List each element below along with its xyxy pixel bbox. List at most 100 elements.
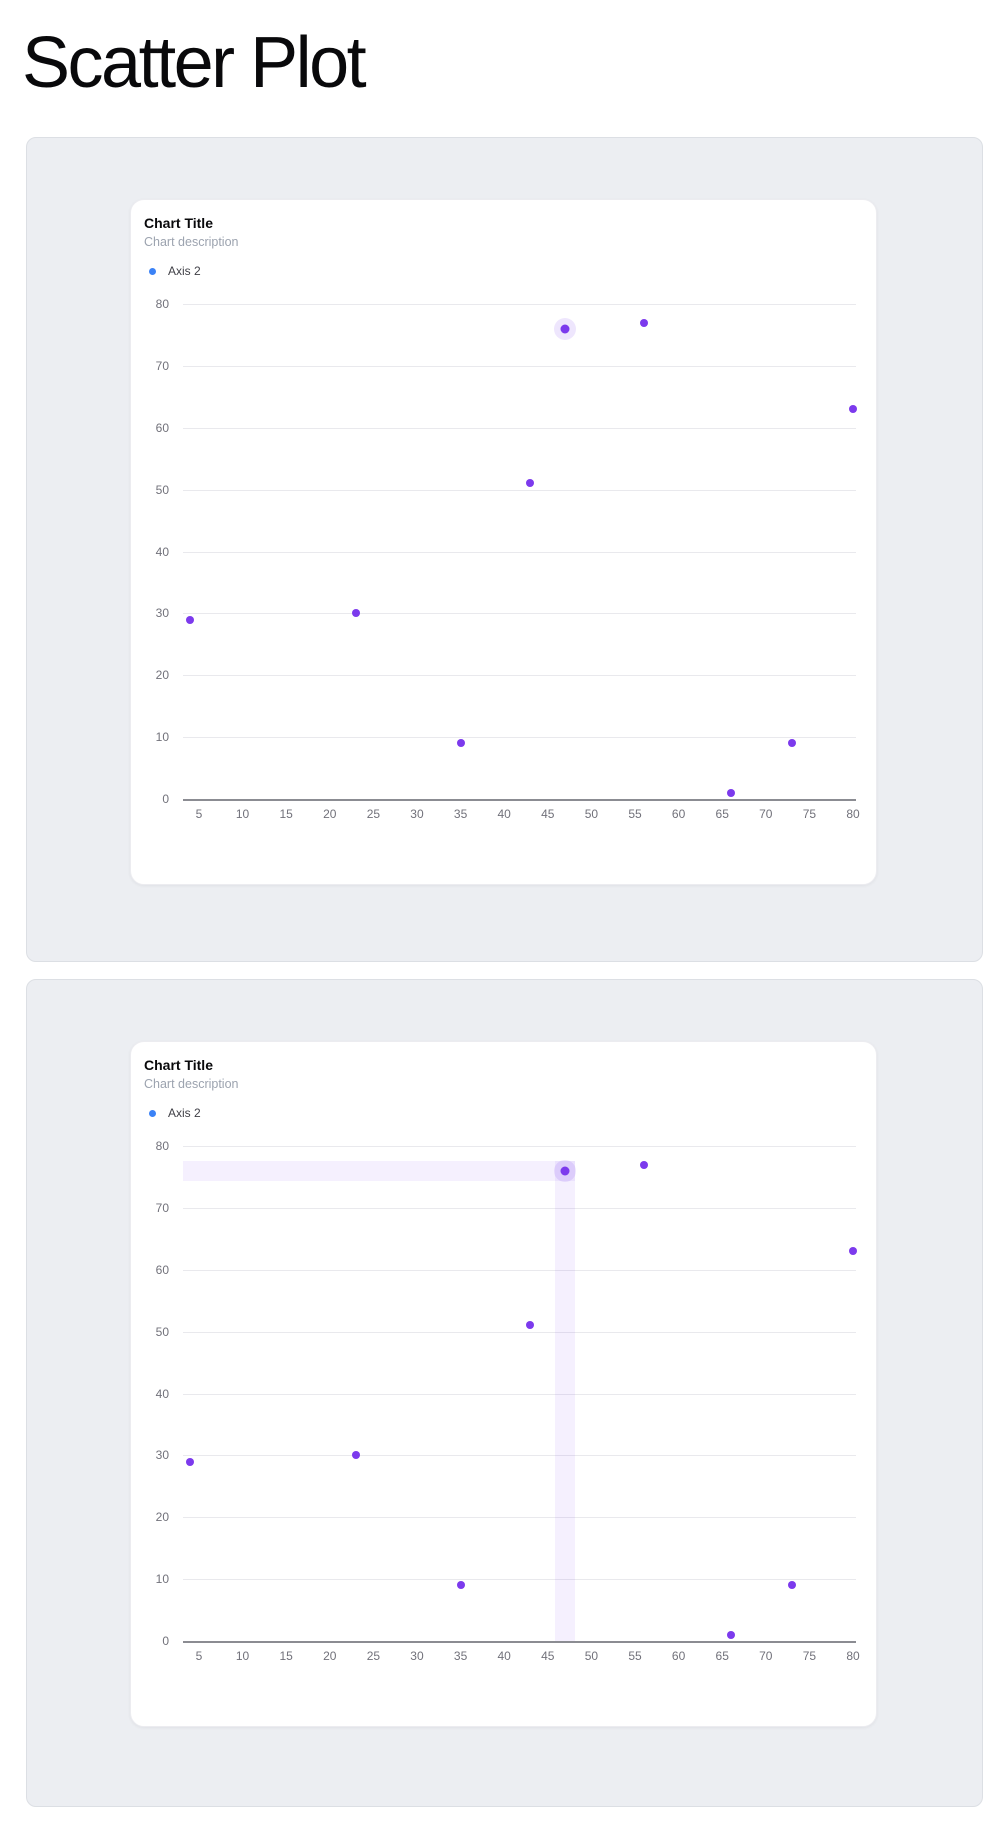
x-axis-tick-label: 40 <box>497 1649 511 1663</box>
page-title: Scatter Plot <box>22 23 367 103</box>
y-axis-tick-label: 80 <box>155 1139 169 1153</box>
y-axis-tick-label: 20 <box>155 1510 169 1525</box>
y-axis-tick-label: 70 <box>155 358 169 373</box>
chart-preview-section-1: Chart Title Chart description Axis 2 0 10… <box>26 137 983 962</box>
x-axis-tick-label: 55 <box>628 1649 642 1663</box>
data-point[interactable] <box>560 324 570 334</box>
y-axis-tick-label: 40 <box>155 1386 169 1401</box>
x-axis-tick-label: 70 <box>759 1649 773 1663</box>
x-axis-tick-label: 10 <box>235 1649 250 1663</box>
x-axis-tick-label: 60 <box>671 807 686 821</box>
gridline <box>183 1517 856 1519</box>
x-axis-tick-label: 70 <box>759 807 773 821</box>
x-axis-tick-label: 25 <box>366 807 381 821</box>
data-point[interactable] <box>639 318 648 327</box>
data-point[interactable] <box>526 479 535 488</box>
data-point[interactable] <box>351 1451 360 1460</box>
x-axis-tick-label: 65 <box>715 1649 729 1663</box>
gridline <box>183 1579 856 1581</box>
x-axis-tick-label: 45 <box>541 807 555 821</box>
gridline <box>183 1146 856 1147</box>
chart-card-1: Chart Title Chart description Axis 2 0 10… <box>130 199 877 885</box>
x-axis-line <box>183 1641 856 1643</box>
crosshair-band-horizontal <box>183 1160 576 1181</box>
x-axis-tick-label: 35 <box>453 1649 468 1663</box>
chart-title: Chart Title <box>144 1057 213 1073</box>
x-axis-tick-label: 20 <box>323 807 337 821</box>
x-axis-tick-label: 50 <box>584 1649 599 1663</box>
x-axis-tick-label: 20 <box>323 1649 337 1663</box>
x-axis-tick-label: 80 <box>846 1649 860 1663</box>
x-axis-tick-label: 80 <box>846 807 860 821</box>
x-axis-tick-label: 75 <box>802 1649 817 1663</box>
x-axis-line <box>183 799 856 801</box>
y-axis-tick-label: 50 <box>155 1324 169 1339</box>
data-point[interactable] <box>526 1321 535 1330</box>
x-axis-tick-label: 15 <box>279 807 293 821</box>
data-point[interactable] <box>351 609 360 618</box>
x-axis-tick-label: 5 <box>195 807 203 821</box>
y-axis-tick-label: 0 <box>162 1634 169 1648</box>
gridline <box>183 1393 856 1395</box>
scatter-plot-area: 0 10 20 30 40 50 60 70 80 5 10 15 20 25 30 35 40 45 50 55 60… <box>156 298 860 820</box>
x-axis-tick-label: 75 <box>802 807 817 821</box>
y-axis-tick-label: 40 <box>155 544 169 559</box>
data-point[interactable] <box>787 1581 796 1590</box>
legend-dot-icon <box>149 267 156 275</box>
data-point[interactable] <box>787 739 796 748</box>
y-axis-tick-label: 30 <box>155 606 169 621</box>
y-axis-tick-label: 60 <box>155 1262 169 1277</box>
chart-legend: Axis 2 <box>144 262 201 280</box>
x-axis-tick-label: 25 <box>366 1649 381 1663</box>
chart-title: Chart Title <box>144 215 213 231</box>
legend-item-label[interactable]: Axis 2 <box>168 1106 201 1120</box>
x-axis-tick-label: 35 <box>453 807 468 821</box>
chart-preview-section-2: Chart Title Chart description Axis 2 0 10… <box>26 979 983 1807</box>
chart-card-2: Chart Title Chart description Axis 2 0 10… <box>130 1041 877 1727</box>
x-axis-tick-label: 60 <box>671 1649 686 1663</box>
data-point[interactable] <box>849 1247 858 1256</box>
chart-legend: Axis 2 <box>144 1104 201 1122</box>
x-axis-tick-label: 30 <box>410 1649 424 1663</box>
y-axis-tick-label: 0 <box>162 792 169 806</box>
y-axis-tick-label: 80 <box>155 297 169 311</box>
data-point[interactable] <box>726 788 735 797</box>
x-axis-tick-label: 50 <box>584 807 599 821</box>
y-axis-tick-label: 10 <box>155 1572 169 1587</box>
data-point[interactable] <box>186 615 195 624</box>
x-axis-tick-label: 45 <box>541 1649 555 1663</box>
x-axis-tick-label: 10 <box>235 807 250 821</box>
y-axis-tick-label: 10 <box>155 730 169 745</box>
data-point[interactable] <box>726 1630 735 1639</box>
data-point[interactable] <box>456 739 465 748</box>
data-point[interactable] <box>849 405 858 414</box>
scatter-plot-area: 0 10 20 30 40 50 60 70 80 5 10 15 20 25 30 35 40 45 50 55 60… <box>156 1140 860 1662</box>
legend-dot-icon <box>149 1109 156 1117</box>
legend-item-label[interactable]: Axis 2 <box>168 264 201 278</box>
y-axis-tick-label: 70 <box>155 1200 169 1215</box>
gridline <box>183 427 856 429</box>
gridline <box>183 1207 856 1209</box>
gridline <box>183 613 856 615</box>
y-axis-tick-label: 50 <box>155 482 169 497</box>
data-point[interactable] <box>456 1581 465 1590</box>
x-axis-tick-label: 55 <box>628 807 642 821</box>
gridline <box>183 489 856 491</box>
x-axis-tick-label: 30 <box>410 807 424 821</box>
gridline <box>183 737 856 739</box>
gridline <box>183 551 856 553</box>
gridline <box>183 675 856 677</box>
chart-description: Chart description <box>144 1077 239 1091</box>
data-point[interactable] <box>560 1166 570 1176</box>
x-axis-tick-label: 40 <box>497 807 511 821</box>
gridline <box>183 1331 856 1333</box>
gridline <box>183 304 856 305</box>
x-axis-tick-label: 65 <box>715 807 729 821</box>
y-axis-tick-label: 20 <box>155 668 169 683</box>
y-axis-tick-label: 60 <box>155 420 169 435</box>
y-axis-tick-label: 30 <box>155 1448 169 1463</box>
data-point[interactable] <box>186 1457 195 1466</box>
chart-description: Chart description <box>144 235 239 249</box>
gridline <box>183 365 856 367</box>
data-point[interactable] <box>639 1160 648 1169</box>
